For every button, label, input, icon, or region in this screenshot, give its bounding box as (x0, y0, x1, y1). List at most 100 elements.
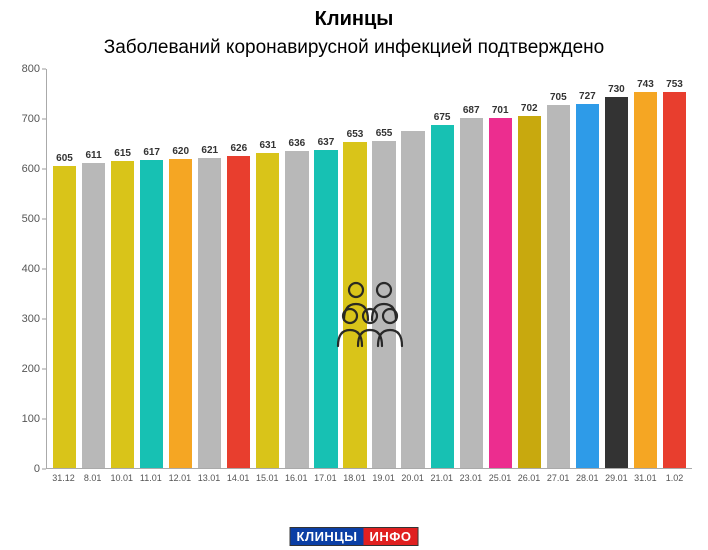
bar-rect (198, 158, 221, 468)
chart-subtitle: Заболеваний коронавирусной инфекцией под… (10, 37, 698, 59)
x-tick-label: 23.01 (457, 471, 484, 489)
bar-value-label: 743 (637, 79, 654, 90)
bar-slot: 621 (196, 69, 223, 468)
bar-rect (256, 153, 279, 468)
x-tick-label: 16.01 (283, 471, 310, 489)
x-tick-label: 20.01 (399, 471, 426, 489)
bar-value-label: 621 (201, 145, 218, 156)
bar-slot: 701 (487, 69, 514, 468)
bar-value-label: 705 (550, 92, 567, 103)
x-tick-label: 31.01 (632, 471, 659, 489)
bar-value-label: 637 (318, 137, 335, 148)
x-tick-label: 26.01 (516, 471, 543, 489)
bar-value-label: 730 (608, 84, 625, 95)
x-tick-label: 31.12 (50, 471, 77, 489)
y-tick-label: 600 (22, 163, 40, 175)
bar-value-label: 653 (347, 129, 364, 140)
x-tick-label: 27.01 (545, 471, 572, 489)
x-tick-label: 8.01 (79, 471, 106, 489)
bar-value-label: 655 (376, 128, 393, 139)
chart-container: Клинцы Заболеваний коронавирусной инфекц… (0, 0, 708, 550)
chart-title: Клинцы (10, 8, 698, 31)
bar-slot: 653 (341, 69, 368, 468)
bar-value-label: 611 (86, 150, 102, 161)
bar-slot: 617 (138, 69, 165, 468)
bar-slot: 687 (458, 69, 485, 468)
footer-logo: КЛИНЦЫ ИНФО (290, 527, 419, 546)
bar-value-label: 617 (143, 147, 160, 158)
bar-rect (518, 116, 541, 468)
y-tick-label: 500 (22, 213, 40, 225)
bar-value-label: 605 (56, 153, 73, 164)
bar-slot: 626 (225, 69, 252, 468)
bar-rect (140, 160, 163, 468)
bar-slot: 636 (283, 69, 310, 468)
bar-rect (431, 125, 454, 468)
x-tick-label: 10.01 (108, 471, 135, 489)
bar-slot: 743 (632, 69, 659, 468)
bar-value-label: 727 (579, 91, 596, 102)
x-tick-label: 17.01 (312, 471, 339, 489)
x-tick-label: 28.01 (574, 471, 601, 489)
plot-area: 0100200300400500600700800 60561161561762… (46, 69, 692, 489)
bar-rect (663, 92, 686, 468)
y-tick-label: 0 (34, 463, 40, 475)
bar-rect (111, 161, 134, 468)
x-tick-label: 1.02 (661, 471, 688, 489)
bar-value-label: 675 (434, 112, 451, 123)
x-tick-label: 18.01 (341, 471, 368, 489)
bar-slot (400, 69, 427, 468)
x-tick-label: 11.01 (137, 471, 164, 489)
y-tick-label: 200 (22, 363, 40, 375)
y-tick-label: 400 (22, 263, 40, 275)
bar-slot: 730 (603, 69, 630, 468)
bar-slot: 615 (109, 69, 136, 468)
y-tick-label: 100 (22, 413, 40, 425)
bar-slot: 637 (312, 69, 339, 468)
bar-slot: 655 (371, 69, 398, 468)
x-tick-label: 15.01 (254, 471, 281, 489)
logo-left: КЛИНЦЫ (291, 528, 364, 545)
bar-value-label: 626 (230, 143, 247, 154)
bar-value-label: 615 (114, 148, 131, 159)
bar-value-label: 631 (260, 140, 277, 151)
bar-rect (634, 92, 657, 468)
x-tick-label: 14.01 (225, 471, 252, 489)
bars-wrap: 605 611 615 617 620 621 626 631 636 637 653 655 675 6… (46, 69, 692, 469)
y-tick-label: 700 (22, 113, 40, 125)
bar-rect (53, 166, 76, 468)
bar-value-label: 702 (521, 103, 538, 114)
people-group-icon (330, 278, 410, 348)
y-tick-label: 300 (22, 313, 40, 325)
x-tick-label: 25.01 (486, 471, 513, 489)
y-axis: 0100200300400500600700800 (10, 69, 44, 469)
bar-rect (285, 151, 308, 468)
x-tick-label: 29.01 (603, 471, 630, 489)
bar-slot: 631 (254, 69, 281, 468)
bar-rect (547, 105, 570, 468)
bar-slot: 675 (429, 69, 456, 468)
bar-slot: 753 (661, 69, 688, 468)
bar-value-label: 636 (289, 138, 306, 149)
x-tick-label: 13.01 (195, 471, 222, 489)
bar-rect (227, 156, 250, 468)
bar-rect (489, 118, 512, 468)
bar-value-label: 701 (492, 105, 509, 116)
x-tick-label: 21.01 (428, 471, 455, 489)
bar-rect (169, 159, 192, 468)
bar-slot: 705 (545, 69, 572, 468)
y-tick-label: 800 (22, 63, 40, 75)
bar-slot: 727 (574, 69, 601, 468)
bar-value-label: 620 (172, 146, 189, 157)
bar-rect (605, 97, 628, 468)
bar-slot: 702 (516, 69, 543, 468)
bar-slot: 611 (80, 69, 107, 468)
bar-rect (460, 118, 483, 468)
x-axis-labels: 31.128.0110.0111.0112.0113.0114.0115.011… (46, 471, 692, 489)
bar-value-label: 687 (463, 105, 480, 116)
bar-slot: 605 (51, 69, 78, 468)
bar-rect (82, 163, 105, 468)
logo-right: ИНФО (364, 528, 418, 545)
bar-slot: 620 (167, 69, 194, 468)
bar-value-label: 753 (666, 79, 683, 90)
